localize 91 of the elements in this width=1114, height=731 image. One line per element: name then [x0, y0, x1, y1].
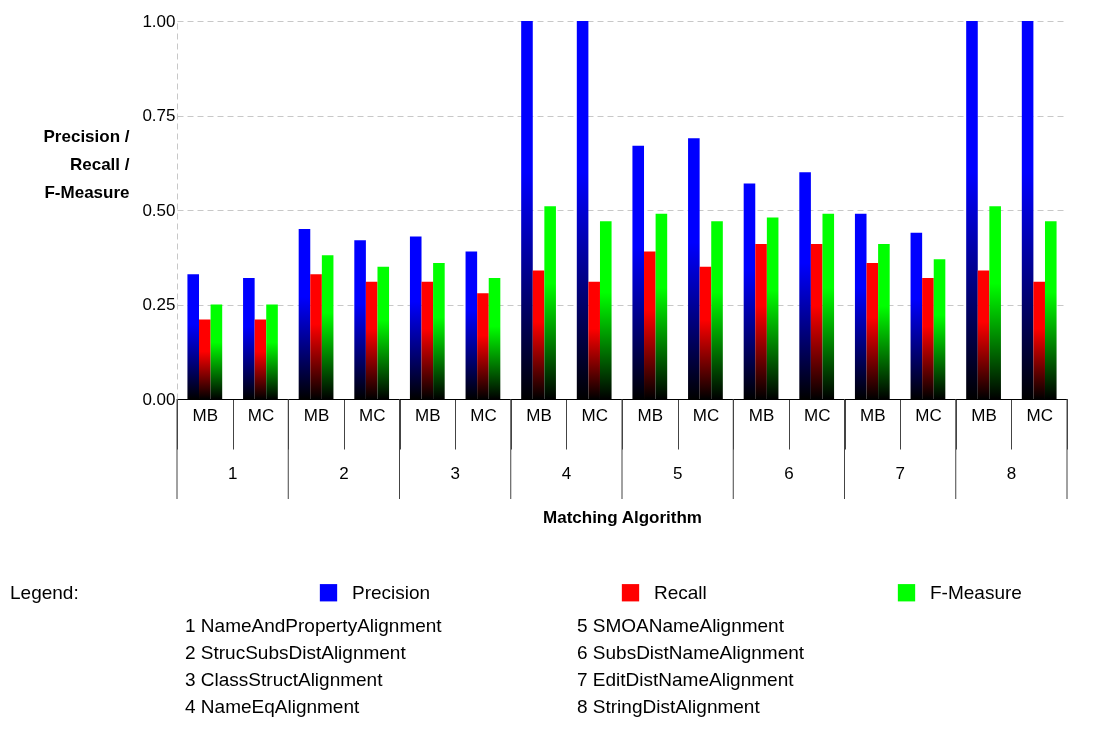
- x-tick-label: MB: [192, 405, 219, 425]
- bar: [210, 304, 223, 399]
- bar: [409, 236, 422, 399]
- text: 2: [339, 464, 349, 483]
- bar: [822, 213, 835, 399]
- bar: [933, 259, 946, 399]
- text: 8 StringDistAlignment: [577, 696, 761, 717]
- bar: [688, 138, 700, 399]
- y-axis-title: Precision / Recall / F-Measure: [43, 127, 130, 203]
- x-tick-label: MB: [637, 405, 664, 425]
- text: 2 StrucSubsDistAlignment: [185, 642, 407, 663]
- bar: [243, 278, 255, 399]
- bar: [433, 262, 445, 399]
- bar: [199, 319, 211, 399]
- bar: [298, 228, 311, 399]
- bar: [810, 244, 823, 399]
- text: 7 EditDistNameAlignment: [577, 669, 795, 690]
- y-tick-label: 0.25: [142, 295, 176, 314]
- text: 8: [1006, 464, 1017, 483]
- x-tick-label: MB: [860, 405, 886, 425]
- bar: [599, 221, 612, 399]
- bar: [854, 213, 867, 399]
- text: 5: [672, 464, 683, 483]
- x-tick-label: MB: [748, 405, 775, 425]
- x-tick-label: MB: [303, 405, 330, 425]
- bar: [377, 266, 390, 399]
- bar: [699, 266, 712, 399]
- bar: [544, 206, 556, 399]
- legend-label: Precision: [352, 581, 431, 603]
- text: 3 ClassStructAlignment: [185, 669, 384, 690]
- bar: [632, 145, 645, 399]
- bar: [1044, 221, 1057, 399]
- x-tick-label: MC: [692, 405, 720, 425]
- x-axis-title: Matching Algorithm: [543, 508, 702, 527]
- bar: [465, 251, 478, 399]
- bar: [1033, 281, 1045, 399]
- text: 5 SMOANameAlignment: [577, 615, 785, 636]
- bar: [966, 21, 978, 399]
- bar: [755, 244, 767, 399]
- bar: [266, 304, 278, 399]
- bar: [421, 281, 434, 399]
- bar: [878, 244, 890, 399]
- bar: [866, 262, 879, 399]
- bar: [576, 21, 589, 399]
- text: 1: [227, 464, 238, 483]
- x-tick-label: MC: [470, 405, 497, 425]
- x-tick-label: MC: [1026, 405, 1053, 425]
- text: 7: [895, 464, 905, 483]
- bar: [989, 206, 1001, 399]
- x-tick-label: MC: [358, 405, 386, 425]
- bar: [799, 172, 811, 399]
- text: 1 NameAndPropertyAlignment: [185, 615, 443, 636]
- bar: [977, 270, 990, 399]
- x-tick-label: MC: [915, 405, 942, 425]
- legend-label: F-Measure: [930, 581, 1022, 603]
- text: 4: [561, 464, 572, 483]
- text: 6: [784, 464, 794, 483]
- x-tick-label: MB: [526, 405, 552, 425]
- bar: [477, 293, 489, 399]
- bar: [365, 281, 378, 399]
- y-tick-label: 1.00: [142, 11, 176, 31]
- bar: [922, 278, 934, 399]
- x-tick-label: MC: [581, 405, 608, 425]
- bar: [743, 183, 756, 399]
- bar: [532, 270, 545, 399]
- bar: [1021, 21, 1034, 399]
- bar: [910, 232, 923, 399]
- x-tick-label: MB: [415, 405, 441, 425]
- bar: [488, 278, 501, 399]
- y-tick-label: 0.00: [142, 389, 176, 409]
- bar: [521, 21, 533, 399]
- y-tick-label: 0.75: [142, 106, 176, 125]
- text: 3: [450, 464, 460, 483]
- bar: [310, 274, 322, 399]
- bar: [321, 255, 334, 399]
- x-tick-label: MB: [971, 405, 997, 425]
- x-tick-label: MC: [803, 405, 831, 425]
- bar: [655, 213, 668, 399]
- x-tick-label: MC: [247, 405, 275, 425]
- bar: [254, 319, 267, 399]
- bar: [766, 217, 779, 399]
- bar: [644, 251, 656, 399]
- bar: [711, 221, 723, 399]
- legend-title: Legend:: [10, 582, 79, 603]
- text: 6 SubsDistNameAlignment: [577, 642, 805, 663]
- text: 4 NameEqAlignment: [185, 696, 360, 717]
- legend-label: Recall: [654, 581, 707, 603]
- bar: [187, 274, 200, 399]
- bar: [354, 240, 366, 399]
- bar: [588, 281, 600, 399]
- y-tick-label: 0.50: [142, 200, 176, 220]
